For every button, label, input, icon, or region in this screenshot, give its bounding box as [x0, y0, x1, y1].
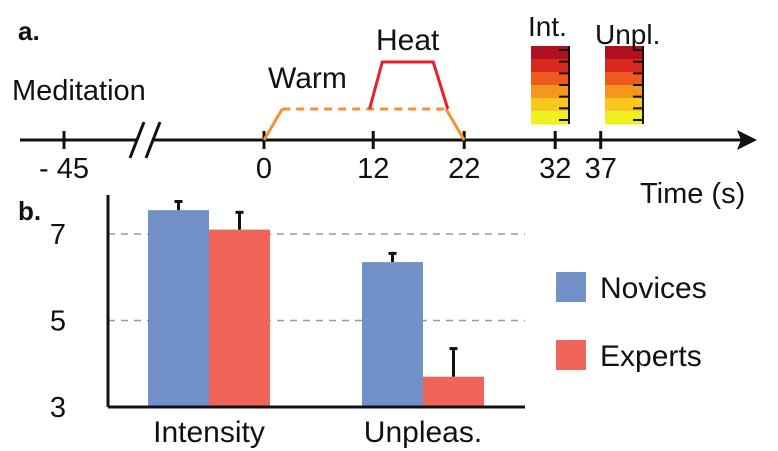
y-tick-label-2: 7	[50, 219, 66, 251]
time-axis-label: Time (s)	[640, 178, 745, 210]
y-tick-labels: 3 5 7	[50, 219, 66, 424]
time-tick-label-5: 37	[585, 153, 617, 185]
unpleasantness-color-band-5	[605, 111, 643, 125]
legend-swatch-novices	[556, 272, 586, 302]
x-category-labels: Intensity Unpleas.	[153, 416, 482, 449]
intensity-color-band-5	[531, 111, 569, 125]
time-tick-label-2: 12	[357, 153, 389, 185]
y-tick-label-0: 3	[50, 392, 66, 424]
x-category-label-1: Unpleas.	[364, 416, 482, 449]
x-category-label-0: Intensity	[153, 416, 265, 449]
y-tick-label-1: 5	[50, 305, 66, 337]
unpleasantness-rating-label: Unpl.	[595, 19, 660, 50]
intensity-color-band-2	[531, 72, 569, 86]
warm-stimulus-trace	[262, 108, 466, 141]
warm-label: Warm	[268, 62, 347, 95]
time-tick-label-4: 32	[539, 153, 571, 185]
meditation-label: Meditation	[12, 75, 146, 107]
unpleasantness-color-band-4	[605, 98, 643, 112]
time-axis-arrowhead	[737, 130, 757, 150]
panel-b-label: b.	[18, 196, 41, 226]
panel-a-timeline: a. Meditation - 45 0 12 22 32 37 Warm Heat In…	[12, 11, 757, 210]
intensity-rating-label: Int.	[528, 11, 567, 42]
intensity-rating-scale	[531, 46, 570, 125]
time-tick-label-0: - 45	[39, 153, 89, 185]
panel-b-bar-chart: b. 3 5 7 Intensity Unpleas. Novices Experts	[18, 195, 707, 449]
unpleasantness-color-band-2	[605, 72, 643, 86]
axis-break-gap	[136, 125, 154, 155]
legend-label-experts: Experts	[600, 340, 702, 373]
bar-experts-0	[209, 229, 270, 407]
bars	[148, 210, 484, 407]
panel-a-label: a.	[18, 16, 40, 46]
time-tick-label-3: 22	[448, 153, 480, 185]
legend: Novices Experts	[556, 272, 707, 373]
intensity-color-band-3	[531, 85, 569, 99]
intensity-color-band-0	[531, 46, 569, 60]
time-ticks: - 45 0 12 22 32 37	[39, 131, 617, 185]
bar-novices-0	[148, 210, 209, 407]
axis-break-slash-right	[144, 121, 162, 159]
legend-swatch-experts	[556, 340, 586, 370]
bar-experts-1	[423, 376, 484, 407]
time-tick-label-1: 0	[256, 153, 272, 185]
axis-break-slash-left	[128, 121, 146, 159]
error-bars	[174, 199, 458, 377]
heat-label: Heat	[376, 24, 440, 57]
bar-novices-1	[362, 262, 423, 407]
heat-stimulus-trace	[368, 60, 450, 110]
unpleasantness-rating-scale	[605, 46, 644, 125]
unpleasantness-color-band-3	[605, 85, 643, 99]
intensity-color-band-4	[531, 98, 569, 112]
legend-label-novices: Novices	[600, 272, 707, 305]
